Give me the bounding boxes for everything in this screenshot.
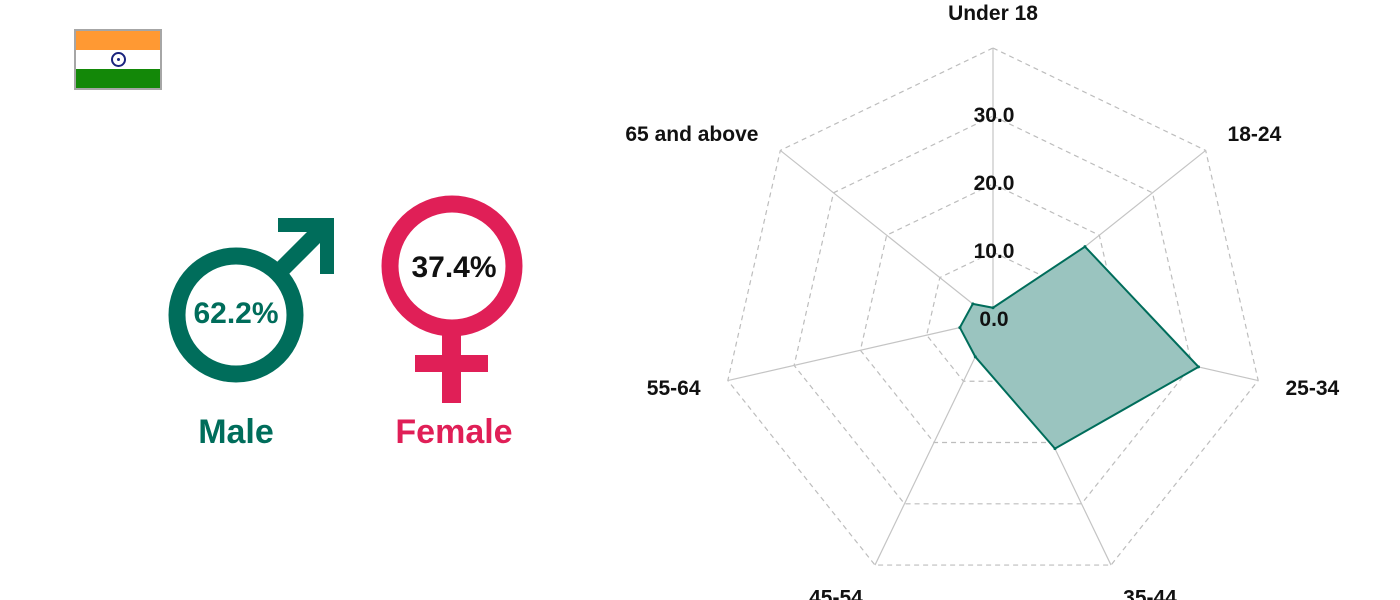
radar-category-label: 65 and above: [625, 123, 758, 146]
india-flag-icon: [74, 29, 162, 90]
flag-stripe-saffron: [76, 31, 160, 50]
female-label: Female: [395, 413, 513, 451]
female-percent: 37.4%: [411, 251, 497, 284]
radar-tick-label: 30.0: [974, 104, 1015, 127]
radar-point-3: [1053, 447, 1057, 451]
radar-spoke-4: [874, 319, 994, 566]
radar-category-label: 55-64: [647, 377, 701, 400]
grid-ring-0: [926, 251, 1060, 382]
radar-series-area-0: [958, 245, 1201, 450]
radar-category-label: 18-24: [1228, 123, 1282, 146]
ashoka-chakra-icon: [110, 52, 126, 67]
radar-category-labels: Under 18 18-24 25-34 35-44 45-54 55-64 65 and …: [625, 2, 1339, 600]
radar-tick-label: 20.0: [974, 172, 1015, 195]
radar-tick-label: 0.0: [979, 308, 1008, 331]
male-percent: 62.2%: [193, 297, 279, 330]
radar-ticks: 0.0 10.0 20.0 30.0: [974, 104, 1015, 331]
male-label: Male: [198, 413, 274, 451]
grid-ring-1: [859, 183, 1127, 444]
radar-spoke-6: [779, 149, 994, 321]
radar-point-2: [1197, 365, 1201, 369]
male-symbol-icon: [168, 218, 334, 383]
radar-category-label: Under 18: [948, 2, 1038, 25]
flag-stripe-green: [76, 68, 160, 88]
radar-grid: [727, 47, 1259, 566]
radar-point-0: [991, 306, 995, 310]
radar-category-label: 25-34: [1285, 377, 1339, 400]
radar-category-label: 45-54: [809, 586, 863, 600]
radar-tick-label: 10.0: [974, 240, 1015, 263]
radar-point-1: [1083, 245, 1087, 249]
radar-point-5: [958, 326, 962, 330]
radar-category-label: 35-44: [1123, 586, 1177, 600]
radar-point-6: [971, 302, 975, 306]
radar-series: [958, 245, 1201, 451]
female-symbol-icon: [381, 195, 523, 403]
radar-point-4: [973, 355, 977, 359]
radar-spoke-5: [727, 319, 994, 382]
